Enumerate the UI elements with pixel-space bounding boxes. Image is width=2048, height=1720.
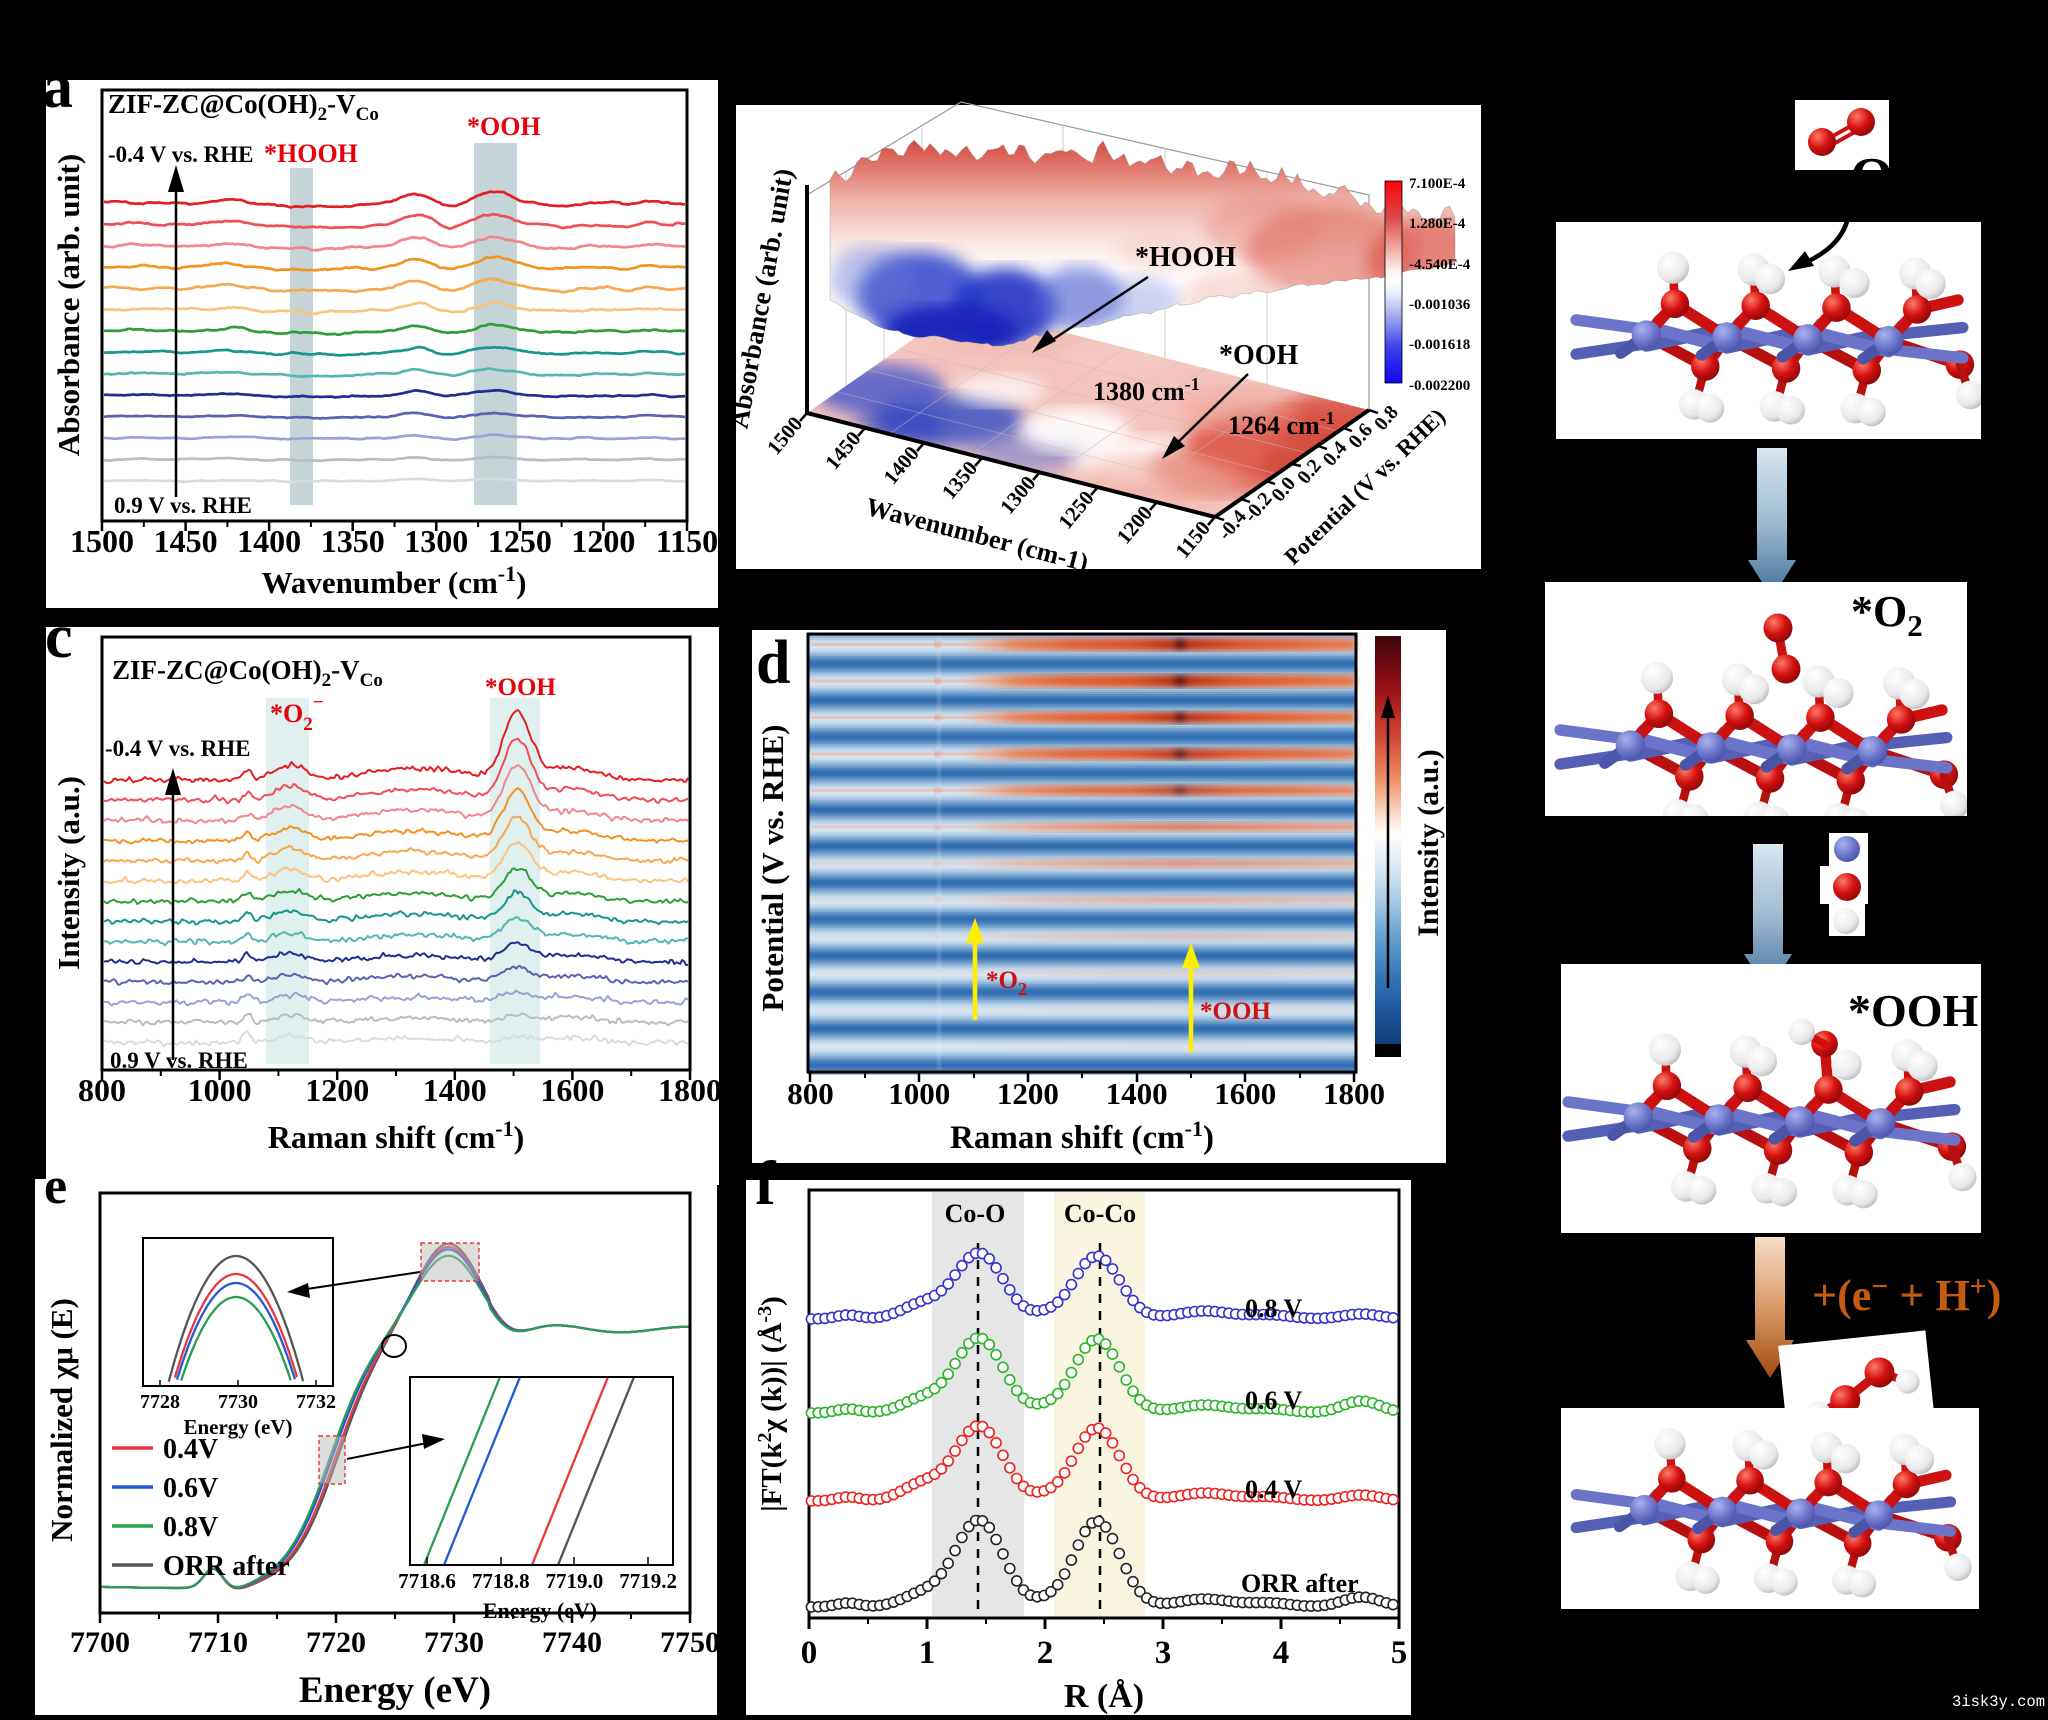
svg-text:Raman shift (cm-1): Raman shift (cm-1) <box>268 1116 525 1155</box>
svg-text:1000: 1000 <box>888 1076 950 1111</box>
svg-text:0.9 V vs. RHE: 0.9 V vs. RHE <box>114 493 252 518</box>
svg-text:1.280E-4: 1.280E-4 <box>1409 216 1466 232</box>
svg-text:1800: 1800 <box>1323 1076 1385 1111</box>
svg-text:ORR after: ORR after <box>163 1551 290 1582</box>
svg-text:1: 1 <box>919 1635 936 1671</box>
svg-text:-4.540E-4: -4.540E-4 <box>1409 257 1471 273</box>
svg-text:7718.8: 7718.8 <box>472 1569 530 1593</box>
svg-text:1600: 1600 <box>540 1072 604 1108</box>
svg-text:3isk3y.com: 3isk3y.com <box>1952 1693 2045 1711</box>
svg-text:1600: 1600 <box>1214 1076 1276 1111</box>
svg-text:-0.001618: -0.001618 <box>1409 337 1470 353</box>
svg-text:-0.001036: -0.001036 <box>1409 297 1471 313</box>
svg-text:1200: 1200 <box>305 1072 369 1108</box>
svg-text:7730: 7730 <box>218 1391 258 1413</box>
svg-text:7719.0: 7719.0 <box>546 1569 604 1593</box>
svg-text:1400: 1400 <box>237 523 301 559</box>
svg-text:1200: 1200 <box>571 523 635 559</box>
svg-text:Energy (eV): Energy (eV) <box>299 1670 491 1711</box>
svg-text:1200: 1200 <box>997 1076 1059 1111</box>
svg-text:Energy (eV): Energy (eV) <box>483 1598 597 1623</box>
svg-text:|FT(k2χ (k))| (Å-3): |FT(k2χ (k))| (Å-3) <box>754 1296 788 1512</box>
svg-text:0: 0 <box>801 1635 818 1671</box>
svg-text:O2: O2 <box>1850 147 1913 217</box>
svg-text:3: 3 <box>1155 1635 1172 1671</box>
svg-text:7750: 7750 <box>660 1626 720 1659</box>
svg-text:e: e <box>44 1158 67 1215</box>
svg-text:*HOOH: *HOOH <box>264 139 358 168</box>
svg-text:7730: 7730 <box>424 1626 484 1659</box>
svg-text:7719.2: 7719.2 <box>619 1569 677 1593</box>
svg-text:7718.6: 7718.6 <box>398 1569 456 1593</box>
svg-text:Intensity (a.u.): Intensity (a.u.) <box>1412 749 1445 937</box>
svg-text:Intensity (a.u.): Intensity (a.u.) <box>51 776 86 970</box>
svg-text:0.6 V: 0.6 V <box>1245 1386 1303 1415</box>
svg-text:0.4V: 0.4V <box>163 1434 218 1465</box>
svg-text:7720: 7720 <box>306 1626 366 1659</box>
svg-text:1264 cm-1: 1264 cm-1 <box>1228 408 1335 440</box>
svg-text:5: 5 <box>1391 1635 1408 1671</box>
svg-text:Wavenumber (cm-1): Wavenumber (cm-1) <box>262 561 527 600</box>
svg-text:c: c <box>45 603 73 671</box>
svg-text:a: a <box>42 53 73 121</box>
svg-text:0.8V: 0.8V <box>163 1512 218 1543</box>
svg-text:7700: 7700 <box>70 1626 130 1659</box>
svg-text:800: 800 <box>787 1076 834 1111</box>
svg-text:-0.4 V vs. RHE: -0.4 V vs. RHE <box>105 736 250 761</box>
svg-text:800: 800 <box>78 1072 126 1108</box>
svg-text:f: f <box>755 1150 777 1218</box>
svg-text:*OOH: *OOH <box>1848 985 1979 1036</box>
svg-text:0.8 V: 0.8 V <box>1245 1294 1303 1323</box>
svg-text:1350: 1350 <box>321 523 385 559</box>
svg-text:Co-O: Co-O <box>945 1199 1006 1228</box>
svg-text:Raman shift (cm-1): Raman shift (cm-1) <box>950 1116 1214 1156</box>
svg-text:1400: 1400 <box>423 1072 487 1108</box>
svg-text:Potential (V vs. RHE): Potential (V vs. RHE) <box>755 724 790 1011</box>
svg-text:1450: 1450 <box>154 523 218 559</box>
svg-text:7732: 7732 <box>296 1391 336 1413</box>
svg-text:-0.002200: -0.002200 <box>1409 378 1470 394</box>
svg-text:0.9 V vs. RHE: 0.9 V vs. RHE <box>110 1048 248 1073</box>
svg-text:1500: 1500 <box>70 523 134 559</box>
svg-text:1400: 1400 <box>1106 1076 1168 1111</box>
svg-text:Energy (eV): Energy (eV) <box>183 1415 292 1439</box>
svg-text:Co-Co: Co-Co <box>1064 1199 1136 1228</box>
svg-text:*OOH: *OOH <box>485 674 556 701</box>
svg-text:7728: 7728 <box>140 1391 180 1413</box>
svg-text:7710: 7710 <box>188 1626 248 1659</box>
svg-text:7740: 7740 <box>542 1626 602 1659</box>
svg-text:4: 4 <box>1273 1635 1290 1671</box>
svg-text:Absorbance (arb. unit): Absorbance (arb. unit) <box>51 154 86 456</box>
svg-text:*OOH: *OOH <box>1200 998 1271 1025</box>
svg-text:*OOH: *OOH <box>1219 340 1299 371</box>
svg-text:1250: 1250 <box>488 523 552 559</box>
svg-text:0.6V: 0.6V <box>163 1473 218 1504</box>
svg-text:1150: 1150 <box>656 523 718 559</box>
svg-text:0.4 V: 0.4 V <box>1245 1475 1303 1504</box>
svg-text:*OOH: *OOH <box>467 112 541 141</box>
svg-text:2: 2 <box>1037 1635 1054 1671</box>
svg-text:7.100E-4: 7.100E-4 <box>1409 176 1466 192</box>
svg-text:R (Å): R (Å) <box>1064 1678 1144 1715</box>
svg-text:-0.4 V vs. RHE: -0.4 V vs. RHE <box>108 142 253 167</box>
svg-text:1300: 1300 <box>404 523 468 559</box>
svg-text:1380 cm-1: 1380 cm-1 <box>1093 374 1200 406</box>
svg-text:1800: 1800 <box>658 1072 722 1108</box>
svg-text:d: d <box>756 629 790 697</box>
svg-text:ORR after: ORR after <box>1241 1569 1359 1598</box>
svg-text:*HOOH: *HOOH <box>1135 242 1236 273</box>
svg-text:*O2: *O2 <box>1851 587 1923 643</box>
svg-text:1000: 1000 <box>188 1072 252 1108</box>
svg-text:Normalized χμ (E): Normalized χμ (E) <box>44 1298 79 1542</box>
